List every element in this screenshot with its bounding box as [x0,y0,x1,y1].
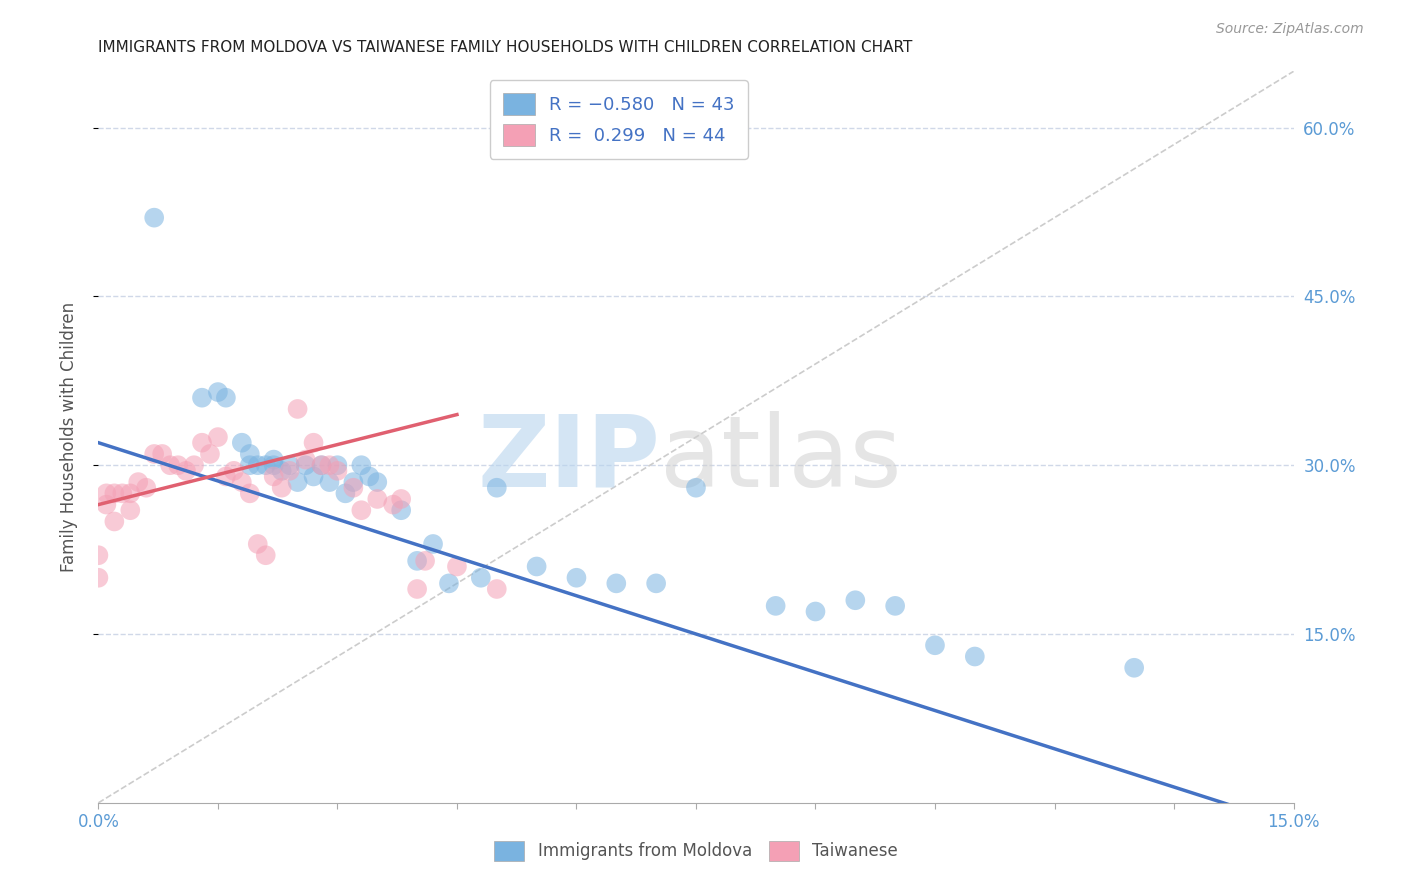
Point [924,638,946,652]
Point [103,515,125,529]
Text: atlas: atlas [661,410,901,508]
Point [485,481,508,495]
Point [254,458,277,473]
Point [87,571,110,585]
Point [389,491,412,506]
Point [215,391,238,405]
Point [382,498,405,512]
Point [167,458,190,473]
Point [174,464,197,478]
Point [350,458,373,473]
Point [111,486,134,500]
Point [342,475,364,489]
Point [302,435,325,450]
Point [287,475,309,489]
Point [239,458,262,473]
Point [120,503,142,517]
Point [127,475,149,489]
Point [366,475,388,489]
Point [191,391,214,405]
Point [406,554,429,568]
Point [413,554,436,568]
Point [294,458,316,473]
Point [246,537,269,551]
Point [422,537,444,551]
Point [318,458,340,473]
Point [302,469,325,483]
Point [103,486,125,500]
Text: ZIP: ZIP [477,410,661,508]
Point [485,582,508,596]
Point [222,464,245,478]
Point [254,548,277,562]
Point [359,469,381,483]
Point [406,582,429,596]
Point [246,458,269,473]
Point [191,435,214,450]
Point [526,559,548,574]
Point [143,447,166,461]
Point [1123,661,1146,675]
Point [87,548,110,562]
Point [143,211,166,225]
Point [150,447,173,461]
Point [366,491,388,506]
Point [239,447,262,461]
Point [685,481,707,495]
Point [605,576,627,591]
Point [311,458,333,473]
Legend: Immigrants from Moldova, Taiwanese: Immigrants from Moldova, Taiwanese [488,834,904,868]
Point [565,571,588,585]
Point [207,430,229,444]
Point [287,401,309,416]
Point [335,486,357,500]
Point [215,469,238,483]
Point [342,481,364,495]
Point [231,475,253,489]
Point [389,503,412,517]
Point [844,593,866,607]
Point [765,599,787,613]
Point [311,458,333,473]
Point [239,486,262,500]
Point [198,447,221,461]
Point [884,599,907,613]
Point [183,458,205,473]
Point [350,503,373,517]
Point [270,464,292,478]
Y-axis label: Family Households with Children: Family Households with Children [59,302,77,572]
Point [804,605,827,619]
Point [326,464,349,478]
Text: IMMIGRANTS FROM MOLDOVA VS TAIWANESE FAMILY HOUSEHOLDS WITH CHILDREN CORRELATION: IMMIGRANTS FROM MOLDOVA VS TAIWANESE FAM… [98,40,912,55]
Point [207,385,229,400]
Point [470,571,492,585]
Point [645,576,668,591]
Point [326,458,349,473]
Point [278,464,301,478]
Point [135,481,157,495]
Point [231,435,253,450]
Point [278,458,301,473]
Point [96,486,118,500]
Point [294,452,316,467]
Point [318,475,340,489]
Point [159,458,181,473]
Point [263,469,285,483]
Point [120,486,142,500]
Point [963,649,986,664]
Point [270,481,292,495]
Point [263,458,285,473]
Point [96,498,118,512]
Point [437,576,460,591]
Point [263,452,285,467]
Text: Source: ZipAtlas.com: Source: ZipAtlas.com [1216,22,1364,37]
Point [446,559,468,574]
